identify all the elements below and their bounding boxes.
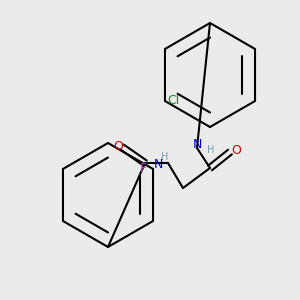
Text: N: N [192, 137, 202, 151]
Text: N: N [154, 158, 163, 172]
Text: H: H [160, 152, 168, 162]
Text: O: O [113, 140, 123, 154]
Text: H: H [207, 145, 214, 155]
Text: F: F [140, 163, 147, 176]
Text: Cl: Cl [167, 94, 179, 107]
Text: O: O [231, 143, 241, 157]
